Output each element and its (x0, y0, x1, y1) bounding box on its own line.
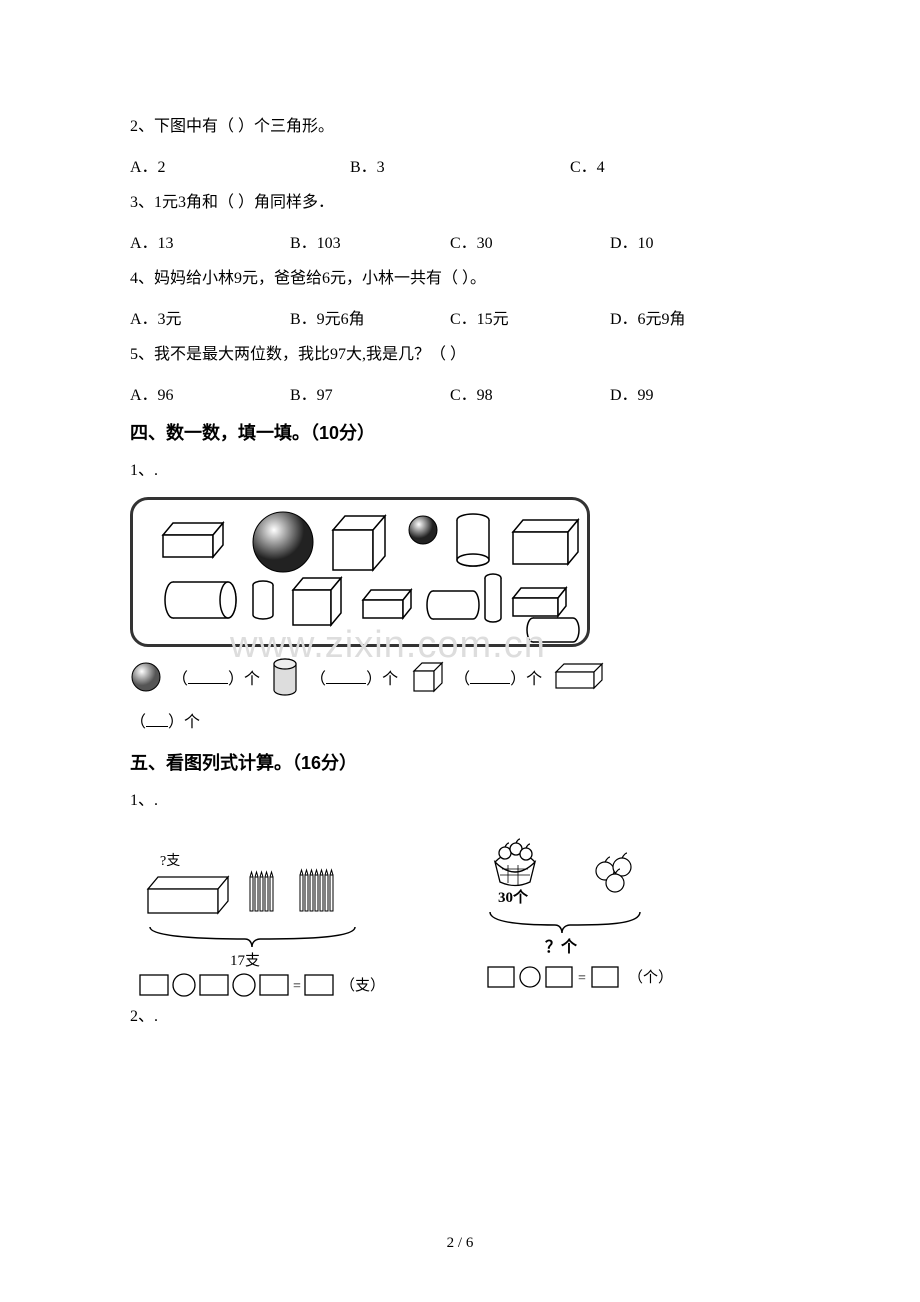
cuboid-icon (552, 662, 606, 692)
sphere-icon (130, 661, 162, 693)
sec5-left: ?支 17支 = （支） (130, 847, 390, 997)
cube-icon (408, 659, 444, 695)
q4-stem: 4、妈妈给小林9元，爸爸给6元，小林一共有（ ）。 (130, 267, 790, 291)
shape-answer-row: （）个 （）个 （）个 (130, 657, 790, 697)
pencil-figure: ?支 17支 = （支） (130, 847, 390, 997)
cylinder-icon (270, 657, 300, 697)
q4-opt-d: D．6元9角 (610, 305, 770, 329)
q5-opt-a: A．96 (130, 381, 290, 405)
svg-text:=: = (578, 971, 586, 986)
cube-answer: （）个 (454, 665, 542, 689)
shapes-box (130, 497, 590, 647)
pencil-qmark-label: ?支 (160, 853, 180, 869)
q5-stem-text: 5、我不是最大两位数，我比97大,我是几？（ ） (130, 343, 466, 367)
q4-opt-c: C．15元 (450, 305, 610, 329)
shapes-illustration (133, 500, 593, 650)
q2-opt-c: C．4 (570, 153, 730, 177)
q3-stem-text: 3、1元3角和（ ）角同样多． (130, 191, 334, 215)
cuboid-answer: （）个 (130, 711, 790, 735)
q2-opt-a: A．2 (130, 153, 350, 177)
sec5-figures: ?支 17支 = （支） (130, 827, 790, 997)
q3-opt-b: B．103 (290, 229, 450, 253)
sec5-item2: 2、. (130, 1005, 790, 1029)
cylinder-answer: （）个 (310, 665, 398, 689)
q4-stem-text: 4、妈妈给小林9元，爸爸给6元，小林一共有（ ）。 (130, 267, 486, 291)
apple-qmark-label: ？个 (545, 937, 578, 956)
q2-options: A．2 B．3 C．4 (130, 153, 790, 177)
sec4-heading: 四、数一数，填一填。（10分） (130, 419, 790, 445)
page-number: 2 / 6 (0, 1235, 920, 1252)
sec5-item1: 1、. (130, 789, 790, 813)
sec5-right: 30个 ？个 = （个） (460, 827, 720, 997)
svg-text:=: = (293, 979, 301, 994)
q4-opt-a: A．3元 (130, 305, 290, 329)
q5-options: A．96 B．97 C．98 D．99 (130, 381, 790, 405)
q3-opt-c: C．30 (450, 229, 610, 253)
q3-options: A．13 B．103 C．30 D．10 (130, 229, 790, 253)
pencil-unit-label: （支） (340, 977, 385, 994)
pencil-total-label: 17支 (230, 952, 260, 969)
sec4-item1: 1、. (130, 459, 790, 483)
q2-stem-text: 2、下图中有（ ）个三角形。 (130, 115, 334, 139)
q2-stem: 2、下图中有（ ）个三角形。 (130, 115, 790, 139)
q5-stem: 5、我不是最大两位数，我比97大,我是几？（ ） (130, 343, 790, 367)
q2-opt-b: B．3 (350, 153, 570, 177)
q4-options: A．3元 B．9元6角 C．15元 D．6元9角 (130, 305, 790, 329)
q3-stem: 3、1元3角和（ ）角同样多． (130, 191, 790, 215)
basket-label: 30个 (498, 888, 529, 906)
q5-opt-d: D．99 (610, 381, 770, 405)
sec5-heading: 五、看图列式计算。（16分） (130, 749, 790, 775)
q5-opt-b: B．97 (290, 381, 450, 405)
apple-unit-label: （个） (628, 969, 673, 986)
apple-figure: 30个 ？个 = （个） (460, 827, 720, 997)
q4-opt-b: B．9元6角 (290, 305, 450, 329)
q5-opt-c: C．98 (450, 381, 610, 405)
q3-opt-a: A．13 (130, 229, 290, 253)
q3-opt-d: D．10 (610, 229, 770, 253)
sphere-answer: （）个 (172, 665, 260, 689)
